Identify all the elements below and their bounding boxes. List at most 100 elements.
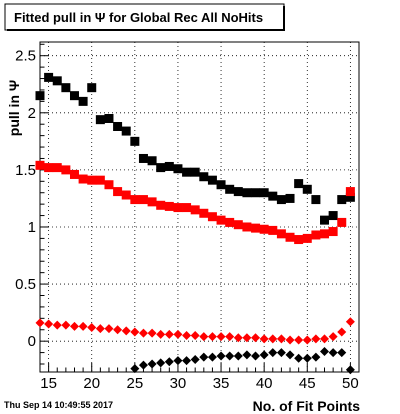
data-point-square: [44, 163, 54, 173]
title-shadow-bottom: [7, 29, 285, 31]
data-point-diamond: [311, 334, 321, 344]
data-point-square: [35, 160, 45, 170]
data-point-square: [285, 232, 295, 242]
data-point-diamond: [199, 332, 209, 342]
data-point-diamond: [320, 346, 330, 356]
title-frame: [4, 3, 285, 31]
data-point-square: [216, 215, 226, 225]
data-point-diamond: [302, 335, 312, 345]
data-point-diamond: [207, 332, 217, 342]
data-point-square: [311, 195, 321, 205]
data-point-diamond: [337, 327, 347, 337]
data-point-square: [164, 161, 174, 171]
data-point-square: [104, 114, 114, 124]
data-point-diamond: [276, 348, 286, 358]
data-point-square: [320, 229, 330, 239]
data-point-diamond: [251, 351, 261, 361]
data-point-square: [130, 195, 140, 205]
data-point-diamond: [173, 356, 183, 366]
x-axis-title: No. of Fit Points: [253, 398, 361, 414]
x-tick-label: 20: [83, 375, 100, 392]
data-point-diamond: [259, 350, 269, 360]
data-point-square: [69, 91, 79, 101]
data-point-diamond: [233, 351, 243, 361]
y-tick-label: 0: [28, 333, 36, 350]
y-tick-label: 2.5: [15, 48, 36, 65]
data-point-diamond: [207, 352, 217, 362]
data-point-square: [138, 195, 148, 205]
data-point-square: [182, 203, 192, 213]
y-tick-label: 1.5: [15, 162, 36, 179]
data-point-square: [259, 224, 269, 234]
data-point-square: [52, 76, 62, 86]
data-point-square: [35, 91, 45, 101]
data-point-diamond: [121, 326, 131, 336]
data-point-diamond: [225, 332, 235, 342]
tick-labels-layer: 15 20 25 30 35 40 45 50 0 0.5 1 1.5 2 2.5: [15, 48, 359, 392]
data-point-square: [302, 184, 312, 194]
data-point-diamond: [294, 353, 304, 363]
data-point-diamond: [156, 329, 166, 339]
data-point-square: [207, 212, 217, 222]
y-tick-label: 2: [28, 105, 36, 122]
marks-layer: [35, 72, 355, 375]
data-point-square: [251, 188, 261, 198]
data-point-diamond: [302, 353, 312, 363]
data-point-diamond: [285, 350, 295, 360]
data-point-square: [104, 180, 114, 190]
data-point-square: [302, 233, 312, 243]
x-tick-label: 35: [213, 375, 230, 392]
data-point-square: [87, 83, 97, 93]
data-point-diamond: [130, 327, 140, 337]
data-point-square: [311, 230, 321, 240]
data-point-square: [95, 175, 105, 185]
data-point-diamond: [182, 356, 192, 366]
data-point-square: [345, 187, 355, 197]
x-tick-label: 40: [256, 375, 273, 392]
data-point-diamond: [276, 334, 286, 344]
data-point-square: [164, 201, 174, 211]
data-point-square: [61, 165, 71, 175]
data-point-diamond: [147, 359, 157, 369]
data-point-diamond: [311, 352, 321, 362]
data-point-diamond: [294, 335, 304, 345]
data-point-square: [199, 208, 209, 218]
data-point-diamond: [78, 321, 88, 331]
data-point-square: [78, 96, 88, 106]
y-axis-title: pull in Ψ: [6, 80, 22, 136]
data-point-diamond: [251, 333, 261, 343]
data-point-square: [138, 153, 148, 163]
data-point-square: [190, 205, 200, 215]
data-point-square: [87, 175, 97, 185]
timestamp: Thu Sep 14 10:49:55 2017: [4, 400, 113, 410]
x-tick-label: 30: [170, 375, 187, 392]
data-point-square: [147, 156, 157, 166]
data-point-square: [199, 172, 209, 182]
data-point-square: [147, 197, 157, 207]
x-tick-label: 50: [342, 375, 359, 392]
data-point-square: [328, 211, 338, 221]
data-point-square: [182, 167, 192, 177]
data-point-diamond: [216, 332, 226, 342]
data-point-diamond: [285, 335, 295, 345]
data-point-diamond: [61, 320, 71, 330]
data-point-square: [233, 187, 243, 197]
title-box: Fitted pull in Ψ for Global Rec All NoHi…: [4, 3, 285, 31]
data-point-diamond: [138, 328, 148, 338]
data-point-square: [251, 223, 261, 233]
y-tick-label: 1: [28, 219, 36, 236]
data-point-diamond: [173, 329, 183, 339]
y-tick-label: 0.5: [15, 276, 36, 293]
data-point-square: [276, 229, 286, 239]
data-point-diamond: [259, 334, 269, 344]
data-point-square: [233, 220, 243, 230]
data-point-square: [121, 126, 131, 136]
plot-frame: [39, 41, 360, 373]
data-point-diamond: [225, 351, 235, 361]
data-point-diamond: [320, 334, 330, 344]
data-point-square: [78, 174, 88, 184]
data-point-square: [268, 225, 278, 235]
data-point-diamond: [328, 332, 338, 342]
data-point-diamond: [95, 324, 105, 334]
x-tick-label: 15: [40, 375, 57, 392]
